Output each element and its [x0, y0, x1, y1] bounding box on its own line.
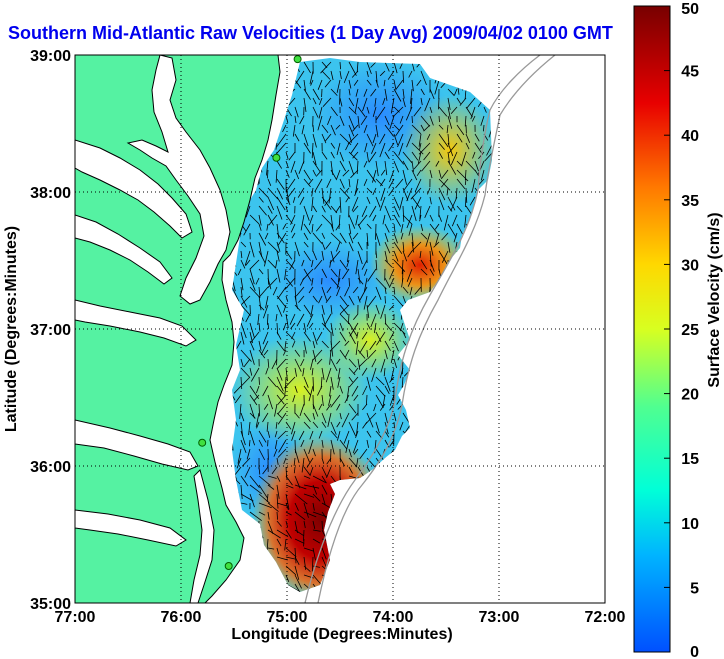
colorbar-tick-label: 45	[681, 64, 699, 81]
x-axis-label: Longitude (Degrees:Minutes)	[231, 626, 452, 643]
colorbar-tick-label: 25	[681, 322, 699, 339]
x-tick-label: 75:00	[267, 609, 308, 626]
colorbar-tick-label: 50	[681, 1, 699, 18]
radar-station-marker	[272, 153, 281, 162]
colorbar-tick-label: 0	[690, 644, 699, 659]
colorbar-tick-label: 20	[681, 387, 699, 404]
colorbar-tick-label: 10	[681, 516, 699, 533]
y-tick-label: 38:00	[30, 185, 71, 202]
y-tick-label: 37:00	[30, 322, 71, 339]
colorbar-tick-label: 35	[681, 193, 699, 210]
bathymetry-contours	[304, 55, 556, 603]
x-tick-label: 77:00	[55, 609, 96, 626]
x-tick-label: 76:00	[161, 609, 202, 626]
plot-frame	[74, 54, 606, 604]
colorbar-label: Surface Velocity (cm/s)	[706, 212, 723, 387]
colorbar-tick-label: 15	[681, 451, 699, 468]
y-axis-label: Latitude (Degrees:Minutes)	[3, 226, 20, 432]
radar-station-marker	[293, 55, 302, 64]
grid-lines	[75, 55, 605, 603]
y-tick-label: 36:00	[30, 459, 71, 476]
colorbar-tick-label: 40	[681, 128, 699, 145]
y-tick-label: 35:00	[30, 596, 71, 613]
chesapeake-bay	[75, 55, 231, 603]
map-title: Southern Mid-Atlantic Raw Velocities (1 …	[8, 23, 613, 43]
x-tick-label: 73:00	[479, 609, 520, 626]
radar-station-marker	[198, 438, 207, 447]
hf-radar-stations	[198, 55, 302, 571]
radar-station-marker	[224, 562, 233, 571]
x-tick-label: 72:00	[585, 609, 626, 626]
y-axis-ticks: 39:00 38:00 37:00 36:00 35:00	[30, 48, 71, 613]
colorbar-tick-label: 30	[681, 257, 699, 274]
x-tick-label: 74:00	[373, 609, 414, 626]
x-axis-ticks: 77:00 76:00 75:00 74:00 73:00 72:00	[55, 609, 626, 626]
colorbar-tick-label: 5	[690, 580, 699, 597]
y-tick-label: 39:00	[30, 48, 71, 65]
